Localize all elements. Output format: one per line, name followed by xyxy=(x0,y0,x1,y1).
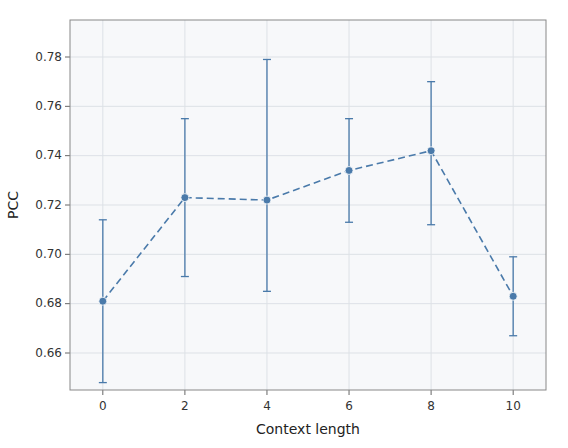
error-bar xyxy=(99,220,107,383)
y-tick xyxy=(65,353,70,354)
y-tick-label: 0.78 xyxy=(35,50,62,64)
x-tick xyxy=(349,390,350,395)
y-grid-line xyxy=(70,57,546,58)
error-bar-cap-upper xyxy=(99,219,107,220)
y-tick-label: 0.66 xyxy=(35,346,62,360)
error-bar xyxy=(263,59,271,291)
x-axis-label: Context length xyxy=(256,421,360,437)
x-tick xyxy=(102,390,103,395)
axes: 0.66 0.68 0.70 0.72 0.74 0.76 0.78 0 2 4 6 8 10 xyxy=(35,50,521,414)
chart-svg: 0.66 0.68 0.70 0.72 0.74 0.76 0.78 0 2 4 6 8 10 Conte… xyxy=(0,0,568,448)
x-tick-label: 4 xyxy=(263,399,271,413)
data-point xyxy=(427,147,435,155)
error-bar xyxy=(509,257,517,336)
y-tick-label: 0.74 xyxy=(35,148,62,162)
error-bar-cap-upper xyxy=(263,59,271,60)
error-bar-cap-lower xyxy=(263,291,271,292)
x-tick-label: 8 xyxy=(427,399,435,413)
error-bar-cap-lower xyxy=(509,335,517,336)
x-grid-line xyxy=(349,20,350,390)
error-bar-cap-lower xyxy=(99,382,107,383)
x-tick xyxy=(184,390,185,395)
x-grid-line xyxy=(513,20,514,390)
y-tick-label: 0.72 xyxy=(35,198,62,212)
data-point xyxy=(99,297,107,305)
x-tick xyxy=(431,390,432,395)
x-tick-label: 6 xyxy=(345,399,353,413)
y-tick xyxy=(65,303,70,304)
chart-container: 0.66 0.68 0.70 0.72 0.74 0.76 0.78 0 2 4 6 8 10 Conte… xyxy=(0,0,568,448)
error-bar-cap-lower xyxy=(345,222,353,223)
y-grid-line xyxy=(70,303,546,304)
data-point xyxy=(181,194,189,202)
y-tick xyxy=(65,106,70,107)
y-tick-label: 0.76 xyxy=(35,99,62,113)
error-bar-cap-upper xyxy=(509,256,517,257)
series-line xyxy=(103,151,513,301)
y-grid-line xyxy=(70,106,546,107)
y-tick xyxy=(65,205,70,206)
data-layer xyxy=(99,59,517,382)
error-bar-cap-upper xyxy=(345,118,353,119)
plot-background xyxy=(70,20,546,390)
y-tick xyxy=(65,254,70,255)
plot-frame xyxy=(70,20,546,390)
error-bar-cap-lower xyxy=(181,276,189,277)
y-grid-line xyxy=(70,254,546,255)
x-tick xyxy=(513,390,514,395)
x-tick-label: 2 xyxy=(181,399,189,413)
error-bar-stem xyxy=(266,59,267,291)
data-point xyxy=(509,292,517,300)
x-tick xyxy=(266,390,267,395)
error-bar xyxy=(427,82,435,225)
y-tick-label: 0.70 xyxy=(35,247,62,261)
data-point xyxy=(345,166,353,174)
data-point xyxy=(263,196,271,204)
x-grid-line xyxy=(184,20,185,390)
error-bar-cap-upper xyxy=(181,118,189,119)
error-bar xyxy=(345,119,353,223)
error-bar xyxy=(181,119,189,277)
y-grid-line xyxy=(70,155,546,156)
y-tick xyxy=(65,155,70,156)
y-tick xyxy=(65,57,70,58)
y-axis-label: PCC xyxy=(5,191,21,219)
grid xyxy=(70,20,546,390)
y-tick-label: 0.68 xyxy=(35,296,62,310)
x-grid-line xyxy=(431,20,432,390)
x-grid-line xyxy=(102,20,103,390)
x-tick-label: 10 xyxy=(506,399,521,413)
error-bar-cap-upper xyxy=(427,81,435,82)
x-grid-line xyxy=(266,20,267,390)
y-grid-line xyxy=(70,205,546,206)
x-tick-label: 0 xyxy=(99,399,107,413)
y-grid-line xyxy=(70,353,546,354)
error-bar-cap-lower xyxy=(427,224,435,225)
